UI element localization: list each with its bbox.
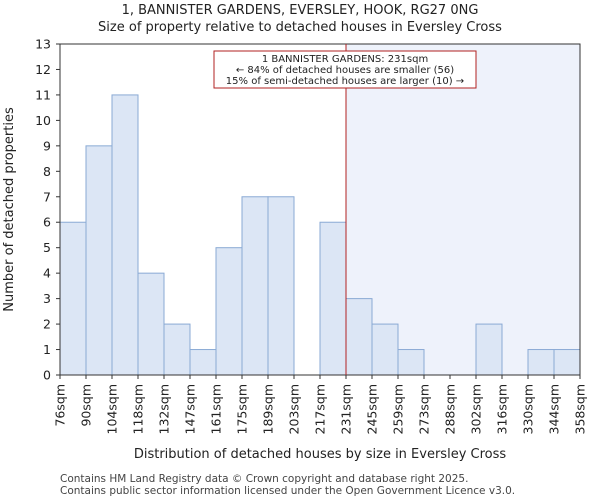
y-tick-label-3: 3 (43, 291, 51, 306)
x-tick-label-104sqm: 104sqm (105, 384, 120, 434)
x-tick-label-90sqm: 90sqm (79, 384, 94, 427)
x-tick-label-302sqm: 302sqm (469, 384, 484, 434)
bar-147sqm (189, 349, 217, 376)
y-tick-label-1: 1 (43, 342, 51, 357)
x-axis-title: Distribution of detached houses by size … (134, 447, 507, 462)
x-tick-label-344sqm: 344sqm (547, 384, 562, 434)
bar-344sqm (553, 349, 581, 376)
x-tick-label-132sqm: 132sqm (157, 384, 172, 434)
y-tick-label-10: 10 (35, 113, 51, 128)
chart-subtitle: Size of property relative to detached ho… (98, 20, 502, 35)
bar-330sqm (527, 349, 555, 376)
x-tick-label-245sqm: 245sqm (365, 384, 380, 434)
bar-132sqm (163, 323, 191, 376)
y-tick-label-13: 13 (35, 37, 51, 52)
annotation-line-2: ← 84% of detached houses are smaller (56… (236, 65, 454, 76)
bar-104sqm (111, 94, 139, 376)
y-tick-label-12: 12 (35, 62, 51, 77)
bar-90sqm (85, 145, 113, 376)
bar-161sqm (215, 247, 243, 376)
annotation-box (213, 50, 477, 89)
x-tick-label-147sqm: 147sqm (183, 384, 198, 434)
y-tick-label-0: 0 (43, 368, 51, 383)
x-tick-label-288sqm: 288sqm (443, 384, 458, 434)
bar-175sqm (241, 196, 269, 376)
highlight-region (346, 44, 580, 375)
x-tick-label-330sqm: 330sqm (521, 384, 536, 434)
y-tick-label-9: 9 (43, 138, 51, 153)
footer-licence: Contains public sector information licen… (60, 485, 516, 497)
y-tick-label-7: 7 (43, 189, 51, 204)
bar-118sqm (137, 272, 165, 376)
y-tick-label-4: 4 (43, 266, 51, 281)
x-tick-label-161sqm: 161sqm (209, 384, 224, 434)
x-tick-label-118sqm: 118sqm (131, 384, 146, 434)
y-axis-title: Number of detached properties (2, 107, 17, 312)
x-tick-label-189sqm: 189sqm (261, 384, 276, 434)
y-tick-label-5: 5 (43, 240, 51, 255)
x-tick-label-316sqm: 316sqm (495, 384, 510, 434)
bar-302sqm (475, 323, 503, 376)
x-tick-label-175sqm: 175sqm (235, 384, 250, 434)
x-tick-label-259sqm: 259sqm (391, 384, 406, 434)
y-tick-label-11: 11 (35, 87, 51, 102)
x-tick-label-231sqm: 231sqm (339, 384, 354, 434)
y-tick-label-2: 2 (43, 317, 51, 332)
x-tick-label-76sqm: 76sqm (53, 384, 68, 427)
annotation-line-1: 1 BANNISTER GARDENS: 231sqm (262, 54, 428, 65)
x-tick-label-217sqm: 217sqm (313, 384, 328, 434)
x-tick-label-203sqm: 203sqm (287, 384, 302, 434)
x-tick-label-273sqm: 273sqm (417, 384, 432, 434)
y-tick-label-8: 8 (43, 164, 51, 179)
bar-245sqm (371, 323, 399, 376)
footer-copyright: Contains HM Land Registry data © Crown c… (60, 473, 469, 485)
bar-189sqm (267, 196, 295, 376)
x-tick-label-358sqm: 358sqm (573, 384, 588, 434)
annotation-line-3: 15% of semi-detached houses are larger (… (226, 76, 464, 87)
bar-76sqm (59, 221, 87, 376)
bar-231sqm (345, 298, 373, 376)
y-tick-label-6: 6 (43, 215, 51, 230)
bar-259sqm (397, 349, 425, 376)
bar-217sqm (319, 221, 347, 376)
chart-title: 1, BANNISTER GARDENS, EVERSLEY, HOOK, RG… (121, 3, 479, 18)
